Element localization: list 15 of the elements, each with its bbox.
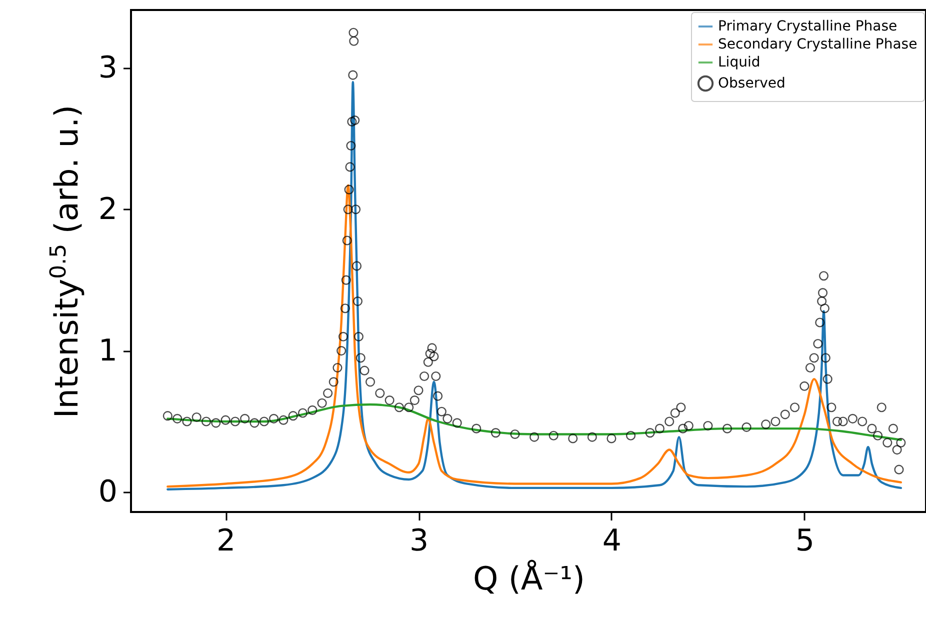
y-tick-label: 3 (98, 50, 118, 86)
x-tick-label: 3 (409, 524, 429, 558)
line-series (166, 184, 902, 488)
line-series (166, 403, 902, 441)
legend-label: Secondary Crystalline Phase (718, 36, 918, 52)
y-tick-label: 2 (98, 192, 118, 227)
legend-label: Primary Crystalline Phase (718, 18, 898, 34)
x-tick-label: 4 (602, 524, 622, 558)
legend-label: Liquid (718, 54, 760, 70)
legend-label: Observed (718, 76, 786, 92)
x-tick-label: 5 (795, 524, 814, 558)
y-tick-label: 0 (98, 474, 118, 510)
x-tick-label: 2 (216, 524, 236, 558)
x-axis-title: Q (Å⁻¹) (473, 560, 585, 598)
y-tick-label: 1 (98, 333, 118, 368)
